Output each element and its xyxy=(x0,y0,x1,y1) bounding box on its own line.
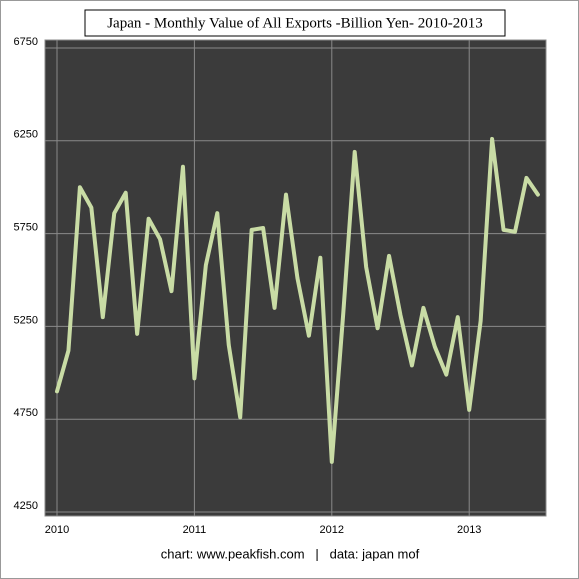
chart-title: Japan - Monthly Value of All Exports -Bi… xyxy=(107,15,483,31)
y-tick-label: 5250 xyxy=(14,314,38,326)
data-line xyxy=(55,136,540,464)
y-tick-label: 4750 xyxy=(14,407,38,419)
x-tick-label: 2013 xyxy=(457,524,481,536)
y-tick-label: 6750 xyxy=(14,36,38,48)
y-tick-label: 5750 xyxy=(14,222,38,234)
x-tick-label: 2012 xyxy=(320,524,344,536)
x-tick-label: 2011 xyxy=(183,524,207,536)
y-tick-label: 6250 xyxy=(14,129,38,141)
x-tick-label: 2010 xyxy=(45,524,69,536)
title-box xyxy=(84,9,506,37)
footer: chart: www.peakfish.com | data: japan mo… xyxy=(161,546,420,561)
y-tick-label: 4250 xyxy=(14,500,38,512)
